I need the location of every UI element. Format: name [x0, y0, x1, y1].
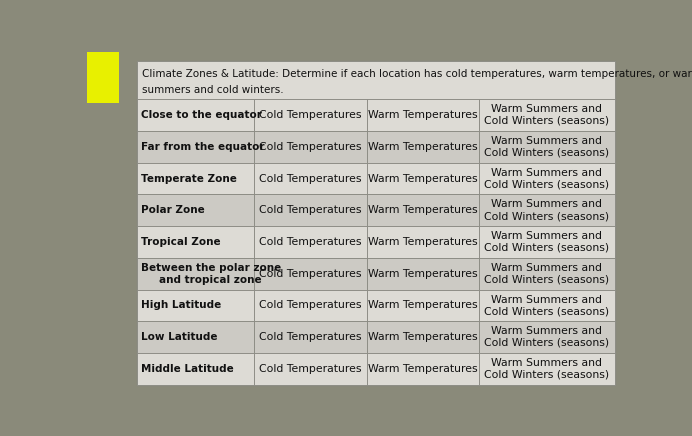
Text: Cold Temperatures: Cold Temperatures: [260, 174, 362, 184]
Bar: [367, 258, 479, 290]
Bar: [367, 321, 479, 353]
Text: summers and cold winters.: summers and cold winters.: [142, 85, 283, 95]
Polygon shape: [86, 52, 119, 102]
Text: Cold Temperatures: Cold Temperatures: [260, 269, 362, 279]
Text: Warm Summers and
Cold Winters (seasons): Warm Summers and Cold Winters (seasons): [484, 200, 609, 221]
Bar: [138, 99, 255, 131]
Bar: [255, 131, 367, 163]
Bar: [138, 226, 255, 258]
Text: Warm Summers and
Cold Winters (seasons): Warm Summers and Cold Winters (seasons): [484, 168, 609, 189]
Bar: [367, 194, 479, 226]
Bar: [255, 163, 367, 194]
Text: Warm Summers and
Cold Winters (seasons): Warm Summers and Cold Winters (seasons): [484, 136, 609, 158]
Bar: [479, 194, 614, 226]
Bar: [138, 321, 255, 353]
Bar: [255, 99, 367, 131]
Text: Low Latitude: Low Latitude: [140, 332, 217, 342]
Bar: [367, 163, 479, 194]
Bar: [479, 290, 614, 321]
Bar: [479, 131, 614, 163]
Bar: [479, 258, 614, 290]
Text: Cold Temperatures: Cold Temperatures: [260, 300, 362, 310]
Bar: [367, 99, 479, 131]
Bar: [255, 194, 367, 226]
Bar: [479, 163, 614, 194]
Text: Warm Summers and
Cold Winters (seasons): Warm Summers and Cold Winters (seasons): [484, 295, 609, 316]
Text: Warm Temperatures: Warm Temperatures: [368, 205, 477, 215]
Text: Warm Summers and
Cold Winters (seasons): Warm Summers and Cold Winters (seasons): [484, 326, 609, 348]
Bar: [255, 258, 367, 290]
Bar: [138, 61, 614, 385]
Bar: [138, 61, 614, 99]
Text: Warm Summers and
Cold Winters (seasons): Warm Summers and Cold Winters (seasons): [484, 263, 609, 285]
Text: Warm Summers and
Cold Winters (seasons): Warm Summers and Cold Winters (seasons): [484, 231, 609, 253]
Text: Cold Temperatures: Cold Temperatures: [260, 237, 362, 247]
Bar: [138, 194, 255, 226]
Text: Warm Temperatures: Warm Temperatures: [368, 332, 477, 342]
Bar: [138, 290, 255, 321]
Text: Warm Summers and
Cold Winters (seasons): Warm Summers and Cold Winters (seasons): [484, 104, 609, 126]
Bar: [138, 163, 255, 194]
Bar: [367, 290, 479, 321]
Bar: [138, 353, 255, 385]
Text: Cold Temperatures: Cold Temperatures: [260, 142, 362, 152]
Bar: [367, 353, 479, 385]
Bar: [138, 258, 255, 290]
Text: Warm Temperatures: Warm Temperatures: [368, 174, 477, 184]
Text: High Latitude: High Latitude: [140, 300, 221, 310]
Text: Temperate Zone: Temperate Zone: [140, 174, 237, 184]
Bar: [255, 226, 367, 258]
Bar: [367, 226, 479, 258]
Text: Warm Summers and
Cold Winters (seasons): Warm Summers and Cold Winters (seasons): [484, 358, 609, 380]
Text: Warm Temperatures: Warm Temperatures: [368, 110, 477, 120]
Bar: [479, 99, 614, 131]
Text: Cold Temperatures: Cold Temperatures: [260, 110, 362, 120]
Text: Warm Temperatures: Warm Temperatures: [368, 142, 477, 152]
Bar: [138, 131, 255, 163]
Bar: [479, 353, 614, 385]
Text: Warm Temperatures: Warm Temperatures: [368, 364, 477, 374]
Text: Warm Temperatures: Warm Temperatures: [368, 237, 477, 247]
Text: Polar Zone: Polar Zone: [140, 205, 204, 215]
Text: Cold Temperatures: Cold Temperatures: [260, 332, 362, 342]
Bar: [255, 290, 367, 321]
Text: Close to the equator: Close to the equator: [140, 110, 262, 120]
Bar: [479, 321, 614, 353]
Bar: [255, 353, 367, 385]
Bar: [367, 131, 479, 163]
Text: Tropical Zone: Tropical Zone: [140, 237, 220, 247]
Bar: [479, 226, 614, 258]
Text: Middle Latitude: Middle Latitude: [140, 364, 233, 374]
Text: Warm Temperatures: Warm Temperatures: [368, 300, 477, 310]
Text: Cold Temperatures: Cold Temperatures: [260, 364, 362, 374]
Text: Warm Temperatures: Warm Temperatures: [368, 269, 477, 279]
Text: Climate Zones & Latitude: Determine if each location has cold temperatures, warm: Climate Zones & Latitude: Determine if e…: [142, 69, 692, 79]
Text: Between the polar zone
and tropical zone: Between the polar zone and tropical zone: [140, 263, 281, 285]
Bar: [255, 321, 367, 353]
Text: Far from the equator: Far from the equator: [140, 142, 264, 152]
Text: Cold Temperatures: Cold Temperatures: [260, 205, 362, 215]
